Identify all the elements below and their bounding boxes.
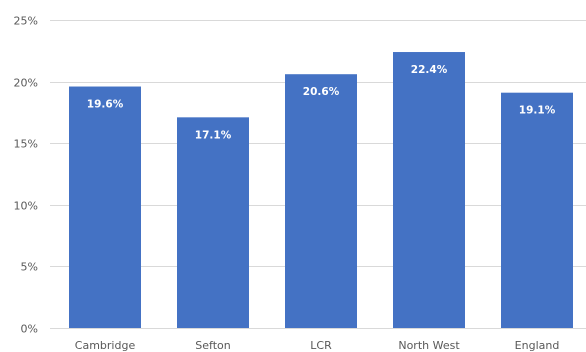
data-label: 19.6% (87, 99, 124, 111)
data-label: 17.1% (195, 129, 232, 141)
y-tick-label: 10% (14, 200, 38, 213)
y-tick-label: 0% (21, 323, 38, 336)
x-tick-label: Cambridge (75, 339, 136, 352)
y-tick-label: 20% (14, 77, 38, 90)
x-tick-label: LCR (310, 339, 332, 352)
bar (285, 74, 357, 328)
bars (69, 52, 573, 328)
y-tick-label: 15% (14, 138, 38, 151)
data-labels: 19.6% 17.1% 20.6% 22.4% 19.1% (87, 64, 556, 141)
y-tick-label: 25% (14, 15, 38, 28)
x-tick-label: North West (398, 339, 460, 352)
data-label: 19.1% (519, 105, 556, 117)
x-axis-tick-labels: Cambridge Sefton LCR North West England (75, 339, 560, 352)
data-label: 20.6% (303, 86, 340, 98)
data-label: 22.4% (411, 64, 448, 76)
bar (393, 52, 465, 328)
y-tick-label: 5% (21, 261, 38, 274)
bar (501, 92, 573, 328)
x-tick-label: Sefton (195, 339, 230, 352)
bar (177, 117, 249, 328)
y-axis-tick-labels: 0% 5% 10% 15% 20% 25% (14, 15, 38, 336)
bar (69, 86, 141, 328)
x-tick-label: England (515, 339, 560, 352)
